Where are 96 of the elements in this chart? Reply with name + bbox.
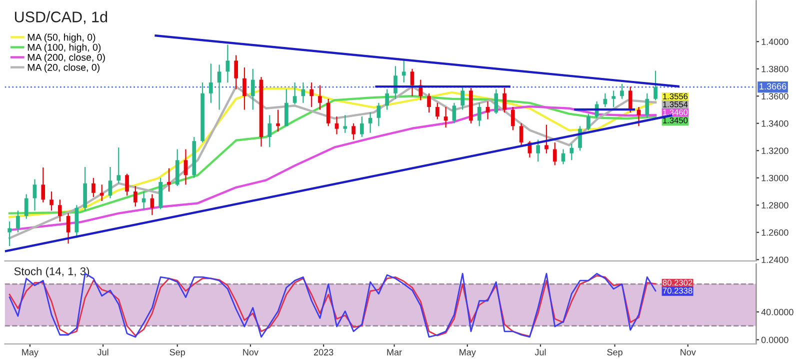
candlestick — [620, 83, 624, 100]
candlestick — [410, 68, 414, 97]
y-tick-label: 1.4000 — [762, 38, 788, 45]
candlestick — [276, 109, 280, 132]
x-tick-label: Jul — [97, 348, 108, 356]
y-tick-label: 1.2600 — [762, 229, 788, 236]
candlestick — [352, 122, 356, 140]
candlestick — [150, 194, 154, 216]
candlestick — [41, 166, 46, 203]
candlestick — [385, 88, 389, 110]
candlestick — [477, 102, 482, 127]
candlestick — [368, 112, 372, 134]
candlestick — [116, 146, 121, 184]
y-tick-label: 40.0000 — [761, 308, 794, 316]
candlestick — [8, 220, 12, 247]
candlestick — [570, 143, 574, 161]
candlestick — [561, 148, 566, 165]
candlestick — [486, 101, 490, 120]
candlestick — [310, 82, 314, 108]
x-tick-label: Jul — [534, 348, 546, 356]
legend-label: MA (100, high, 0) — [28, 44, 101, 53]
candlestick — [435, 102, 440, 120]
candlestick — [612, 90, 616, 108]
candlestick — [217, 64, 222, 110]
candlestick — [226, 44, 230, 84]
candlestick — [318, 84, 322, 110]
candlestick — [544, 124, 548, 154]
candlestick — [427, 92, 431, 114]
y-tick-label: 0.0000 — [761, 336, 788, 344]
candlestick — [452, 102, 456, 124]
legend-label: MA (20, close, 0) — [28, 64, 100, 73]
candlestick — [402, 60, 406, 84]
candlestick — [494, 88, 498, 114]
y-tick-label: 1.2400 — [762, 256, 788, 263]
candlestick — [628, 86, 632, 114]
candlestick — [250, 68, 255, 110]
candlestick — [636, 106, 641, 127]
candlestick — [360, 116, 364, 138]
candlestick — [343, 114, 348, 134]
candlestick — [133, 185, 138, 208]
candlestick — [334, 116, 339, 135]
y-tick-label: 1.3600 — [762, 93, 788, 100]
candlestick — [268, 114, 272, 148]
candlestick — [50, 190, 54, 212]
legend-label: MA (200, close, 0) — [28, 54, 105, 63]
x-tick-label: May — [22, 349, 38, 358]
candlestick — [519, 122, 524, 146]
candlestick — [32, 178, 37, 212]
x-tick-label: Nov — [680, 349, 696, 356]
candlestick — [536, 139, 540, 162]
candlestick — [92, 177, 96, 198]
data-label: 1.3460 — [663, 109, 688, 116]
candlestick — [603, 92, 608, 108]
candlestick — [586, 113, 590, 131]
candlestick — [234, 54, 238, 90]
y-tick-label: 1.3000 — [762, 174, 788, 182]
ref-line-label: 1.3666 — [760, 83, 786, 90]
candlestick — [394, 66, 398, 100]
candlestick — [460, 86, 464, 110]
data-label: 1.3556 — [663, 93, 688, 100]
y-tick-label: 1.3800 — [762, 66, 788, 72]
data-label: 70.2338 — [662, 288, 692, 294]
candlestick — [552, 142, 557, 166]
candlestick — [66, 212, 70, 244]
data-label: 80.2302 — [662, 280, 692, 286]
x-tick-label: May — [460, 349, 476, 358]
candlestick — [24, 194, 28, 220]
y-tick-label: 1.3200 — [762, 148, 788, 154]
candlestick — [502, 87, 506, 114]
candlestick — [16, 210, 20, 233]
candlestick — [326, 98, 330, 127]
candlestick — [292, 82, 297, 105]
candlestick — [242, 66, 246, 110]
candlestick — [511, 106, 515, 131]
candlestick — [108, 166, 112, 199]
x-tick-label: Sep — [170, 349, 186, 358]
candlestick — [376, 102, 381, 127]
candlestick — [100, 184, 104, 202]
x-tick-label: Sep — [607, 349, 622, 358]
candlestick — [645, 92, 650, 118]
x-tick-label: Mar — [387, 349, 402, 356]
candlestick — [167, 168, 171, 192]
candlestick — [125, 173, 129, 196]
candlestick — [208, 63, 213, 104]
text: USD/CAD, 1d — [14, 11, 108, 24]
x-tick-label: Nov — [243, 349, 258, 356]
data-label: 1.3554 — [663, 101, 688, 108]
data-label: 1.3450 — [663, 117, 688, 124]
x-tick-label: 2023 — [314, 349, 334, 356]
y-tick-label: 1.2800 — [762, 202, 788, 208]
y-tick-label: 1.3400 — [762, 120, 788, 127]
candlestick — [284, 88, 288, 127]
candlestick — [184, 148, 188, 186]
legend-label: MA (50, high, 0) — [28, 34, 96, 43]
candlestick — [654, 70, 658, 101]
candlestick — [58, 199, 62, 222]
